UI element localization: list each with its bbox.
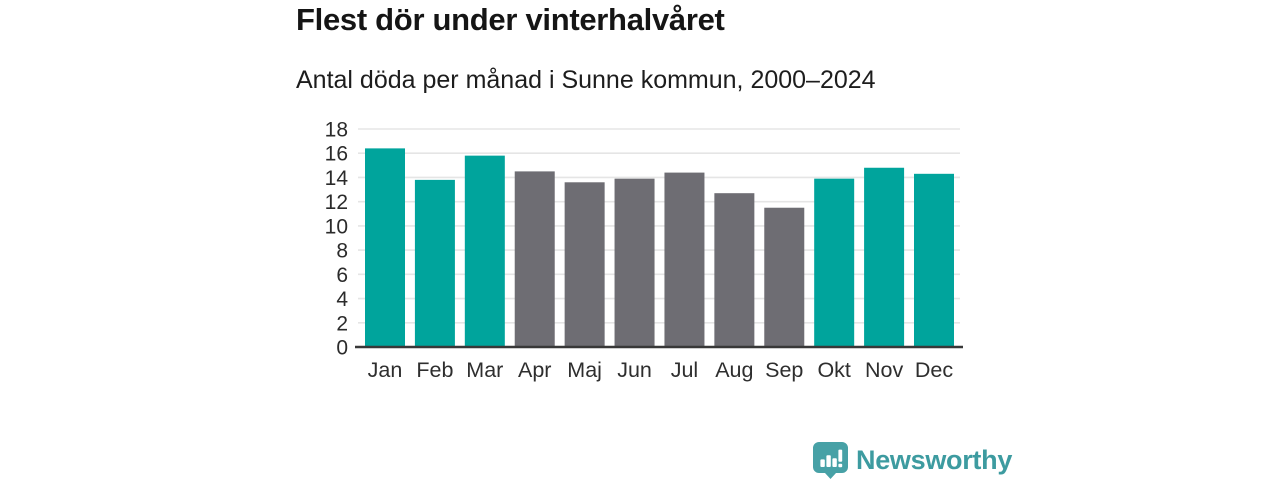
brand-name: Newsworthy <box>856 444 1013 475</box>
chart-title: Flest dör under vinterhalvåret <box>296 2 725 37</box>
bar-jan <box>365 148 405 347</box>
x-tick-label-sep: Sep <box>765 358 803 382</box>
bar-apr <box>514 171 555 347</box>
x-tick-label-apr: Apr <box>518 358 551 382</box>
bar-chart: 0 2 4 6 8 10 12 14 16 18 Jan Feb Mar Apr Maj Jun Jul Aug S… <box>296 118 971 393</box>
logo-exclamation-dot <box>838 463 843 468</box>
x-tick-label-dec: Dec <box>915 358 953 382</box>
bar-nov <box>864 167 905 347</box>
y-tick-label-10: 10 <box>325 215 348 238</box>
y-tick-label-18: 18 <box>325 119 348 142</box>
logo-bar-tall <box>826 455 831 467</box>
bar-maj <box>564 182 605 347</box>
y-tick-label-8: 8 <box>336 240 348 263</box>
bar-mar <box>464 155 505 347</box>
x-tick-label-okt: Okt <box>817 358 850 382</box>
logo-bar-medium <box>832 458 837 467</box>
newsworthy-logo-icon <box>812 441 849 479</box>
logo-exclamation-stem <box>838 449 843 462</box>
x-tick-label-feb: Feb <box>416 358 453 382</box>
x-tick-label-nov: Nov <box>865 358 903 382</box>
bar-sep <box>764 207 805 347</box>
logo-bar-short <box>820 459 825 467</box>
y-tick-label-14: 14 <box>325 167 349 190</box>
bar-jul <box>664 172 705 347</box>
y-tick-label-2: 2 <box>336 312 348 335</box>
y-tick-label-12: 12 <box>325 191 348 214</box>
bar-chart-speech-bubble-icon <box>813 442 848 479</box>
chart-subtitle: Antal döda per månad i Sunne kommun, 200… <box>296 66 876 94</box>
y-tick-label-4: 4 <box>336 288 348 311</box>
x-tick-label-mar: Mar <box>466 358 503 382</box>
y-tick-label-0: 0 <box>336 337 348 360</box>
x-tick-label-maj: Maj <box>567 358 602 382</box>
x-tick-label-jun: Jun <box>617 358 652 382</box>
bar-dec <box>914 173 954 347</box>
bar-aug <box>714 193 755 347</box>
y-tick-label-6: 6 <box>336 264 348 287</box>
bar-feb <box>414 179 455 347</box>
bar-okt <box>814 178 855 347</box>
brand-footer: Newsworthy <box>812 441 1012 479</box>
x-tick-label-jul: Jul <box>671 358 698 382</box>
bar-jun <box>614 178 655 347</box>
x-tick-label-aug: Aug <box>715 358 753 382</box>
x-tick-label-jan: Jan <box>368 358 403 382</box>
y-tick-label-16: 16 <box>325 143 348 166</box>
